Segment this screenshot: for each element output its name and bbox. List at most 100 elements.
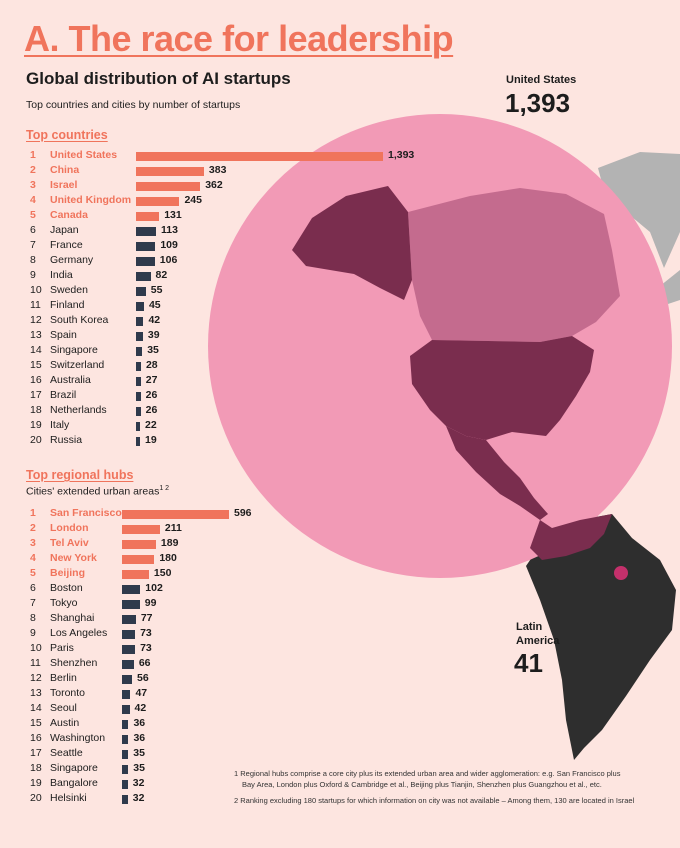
hub-label: Seoul (50, 702, 77, 714)
hub-rank: 1 (30, 507, 36, 519)
hub-row: 7 Tokyo 99 (0, 597, 680, 612)
hub-label: San Francisco (50, 507, 122, 519)
country-rank: 20 (30, 434, 42, 446)
country-rank: 3 (30, 179, 36, 191)
country-label: Russia (50, 434, 83, 446)
page-description: Top countries and cities by number of st… (26, 99, 241, 111)
hub-value: 73 (140, 627, 152, 639)
country-row: 7 France 109 (0, 239, 680, 254)
country-row: 14 Singapore 35 (0, 344, 680, 359)
hub-value: 150 (153, 567, 172, 579)
country-bar (136, 197, 180, 206)
country-label: India (50, 269, 73, 281)
country-value: 106 (159, 254, 178, 266)
hub-label: Helsinki (50, 792, 87, 804)
country-row: 13 Spain 39 (0, 329, 680, 344)
country-value: 28 (145, 359, 158, 371)
country-rank: 7 (30, 239, 36, 251)
hub-value: 77 (140, 612, 153, 624)
hub-bar (122, 795, 128, 804)
hub-rank: 8 (30, 612, 36, 624)
country-label: United States (50, 149, 118, 161)
hub-value: 35 (133, 747, 145, 759)
country-rank: 8 (30, 254, 36, 266)
country-row: 18 Netherlands 26 (0, 404, 680, 419)
canada-landmass (408, 188, 620, 342)
country-rank: 19 (30, 419, 42, 431)
hub-value: 35 (133, 762, 145, 774)
country-value: 82 (155, 269, 168, 281)
country-rank: 14 (30, 344, 42, 356)
country-value: 22 (145, 419, 157, 431)
country-label: South Korea (50, 314, 109, 326)
country-rank: 16 (30, 374, 42, 386)
latam-callout-label: Latin America (516, 621, 560, 647)
country-bar (136, 272, 151, 281)
alaska-landmass (292, 186, 412, 300)
country-label: Canada (50, 209, 88, 221)
country-bar (136, 392, 141, 401)
country-rank: 11 (30, 299, 41, 311)
country-bar (136, 437, 140, 446)
country-rank: 17 (30, 389, 42, 401)
hub-rank: 10 (30, 642, 42, 654)
country-row: 15 Switzerland 28 (0, 359, 680, 374)
hub-rank: 5 (30, 567, 36, 579)
hub-bar (122, 690, 131, 699)
hub-value: 102 (145, 582, 163, 594)
country-value: 113 (161, 224, 178, 236)
hub-value: 180 (159, 552, 177, 564)
country-value: 26 (145, 404, 158, 416)
hub-rank: 4 (30, 552, 36, 564)
country-bar (136, 182, 201, 191)
country-value: 35 (147, 344, 159, 356)
hub-bar (122, 660, 134, 669)
country-label: Netherlands (50, 404, 107, 416)
country-row: 5 Canada 131 (0, 209, 680, 224)
hub-row: 19 Bangalore 32 (0, 777, 680, 792)
hub-rank: 16 (30, 732, 42, 744)
hub-label: Berlin (50, 672, 77, 684)
hub-label: Seattle (50, 747, 83, 759)
hub-bar (122, 645, 136, 654)
hub-row: 1 San Francisco 596 (0, 507, 680, 522)
page-subtitle: Global distribution of AI startups (26, 69, 291, 88)
country-value: 55 (150, 284, 163, 296)
country-bar (136, 377, 141, 386)
hub-label: Bangalore (50, 777, 98, 789)
hub-row: 15 Austin 36 (0, 717, 680, 732)
hub-rank: 9 (30, 627, 36, 639)
hub-row: 9 Los Angeles 73 (0, 627, 680, 642)
country-label: France (50, 239, 83, 251)
us-callout-value: 1,393 (505, 88, 571, 118)
country-bar (136, 242, 156, 251)
hub-row: 11 Shenzhen 66 (0, 657, 680, 672)
country-label: Japan (50, 224, 79, 236)
country-bar (136, 362, 141, 371)
country-bar (136, 212, 160, 221)
countries-heading: Top countries (26, 128, 108, 142)
country-row: 4 United Kingdom 245 (0, 194, 680, 209)
country-rank: 2 (30, 164, 36, 176)
country-bar (136, 257, 155, 266)
hub-bar (122, 510, 229, 519)
hub-label: Washington (50, 732, 106, 744)
country-rank: 1 (30, 149, 36, 161)
hub-row: 5 Beijing 150 (0, 567, 680, 582)
country-value: 26 (145, 389, 158, 401)
hub-value: 211 (164, 522, 182, 534)
hub-value: 47 (135, 687, 148, 699)
hub-value: 596 (234, 507, 252, 519)
country-row: 19 Italy 22 (0, 419, 680, 434)
country-bar (136, 152, 383, 161)
hub-label: Tokyo (50, 597, 78, 609)
greenland-landmass (598, 152, 680, 268)
country-bar (136, 167, 204, 176)
hub-label: Paris (50, 642, 74, 654)
mexico-landmass (446, 426, 548, 520)
country-rank: 4 (30, 194, 36, 206)
hub-rank: 13 (30, 687, 42, 699)
country-value: 39 (147, 329, 160, 341)
hub-bar (122, 615, 136, 624)
